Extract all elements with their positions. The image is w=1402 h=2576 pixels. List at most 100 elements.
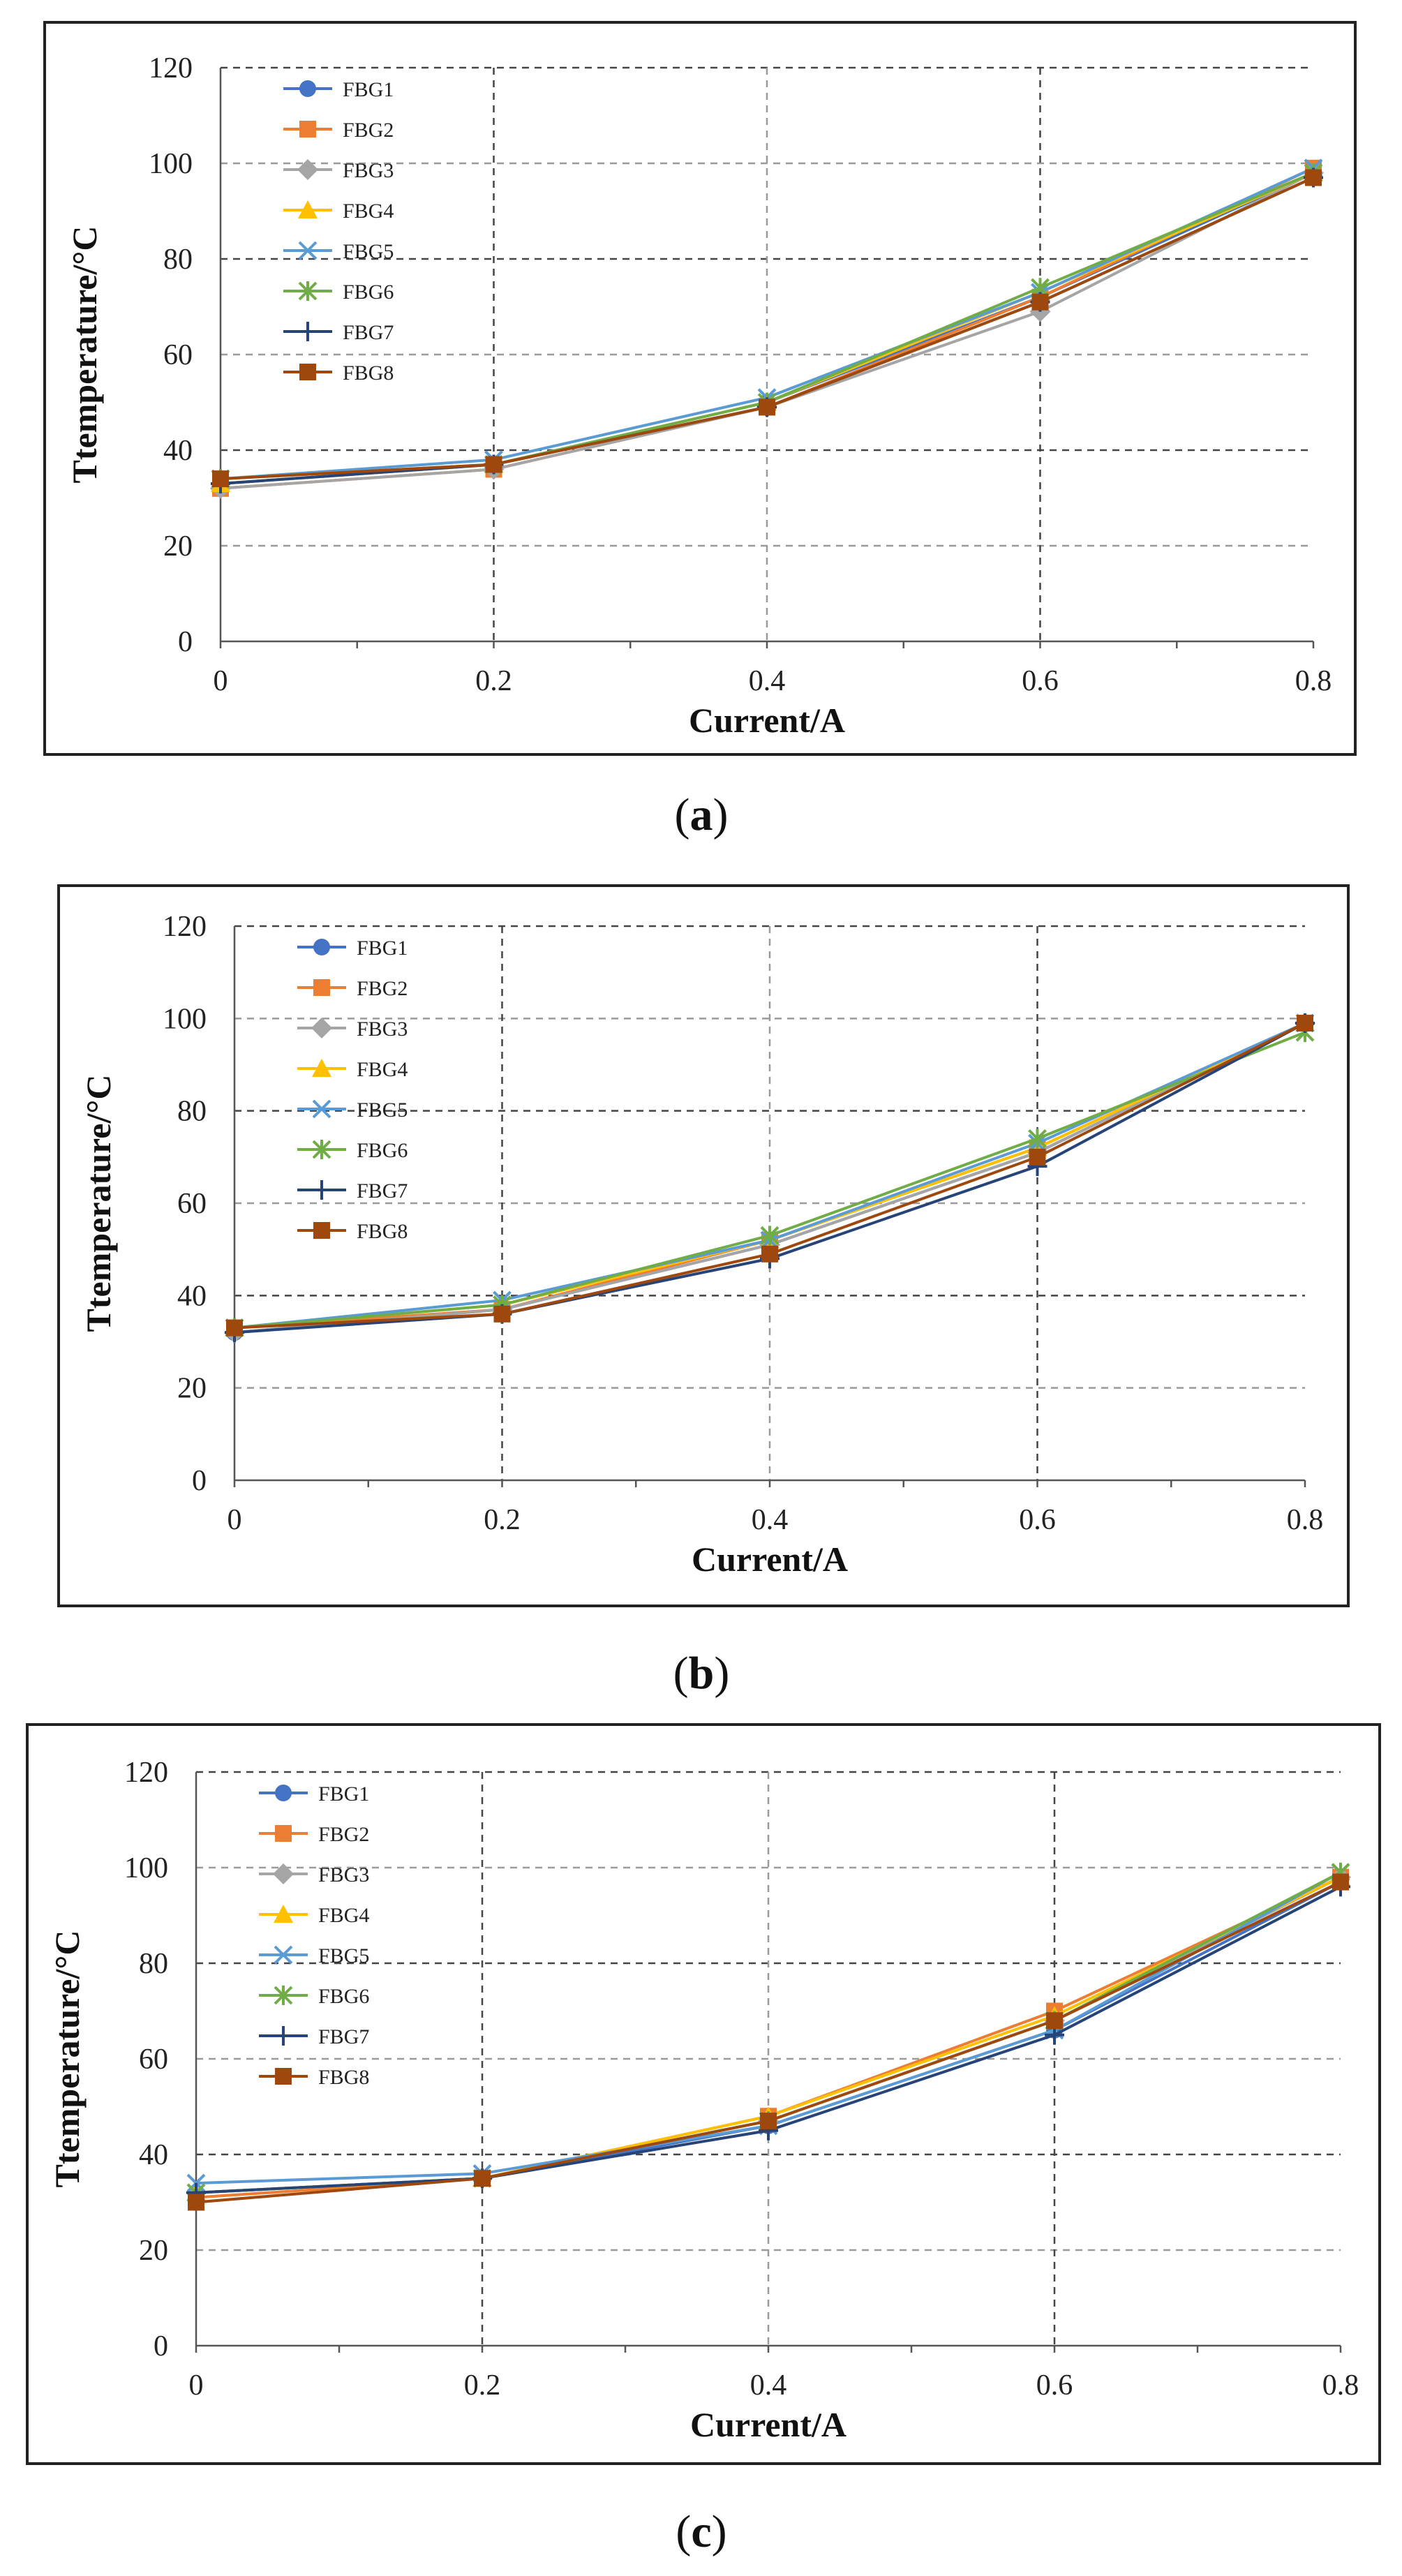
chart-c-x-tick-label: 0.8 xyxy=(1322,2369,1359,2402)
chart-a-legend-label-FBG1: FBG1 xyxy=(343,78,394,101)
chart-b-y-tick-label: 100 xyxy=(163,1003,207,1035)
chart-c-legend-label-FBG1: FBG1 xyxy=(318,1782,369,1806)
chart-a-grid xyxy=(221,66,1313,641)
chart-c-svg: 0 20 40 60 80 100 120 0 0.2 0.4 0.6 0.8 Current/A Tte… xyxy=(47,1757,1359,2444)
chart-c-legend-label-FBG5: FBG5 xyxy=(318,1944,369,1967)
chart-c-legend: FBG1 FBG2 FBG3 FBG4 FBG5 FBG6 FBG7 FBG8 xyxy=(259,1782,369,2089)
chart-a-legend-label-FBG2: FBG2 xyxy=(343,119,394,142)
chart-a-y-axis-title: Ttemperature/°C xyxy=(65,226,104,484)
chart-b-x-tick-label: 0.6 xyxy=(1019,1504,1056,1536)
chart-c-point-FBG8-2 xyxy=(760,2113,777,2130)
chart-c-legend-label-FBG3: FBG3 xyxy=(318,1863,369,1886)
chart-c-y-tick-label: 20 xyxy=(139,2235,168,2267)
chart-b-legend-label-FBG3: FBG3 xyxy=(357,1018,408,1041)
chart-a-legend-marker-FBG7 xyxy=(298,322,318,341)
chart-c-y-tick-label: 100 xyxy=(124,1852,168,1884)
chart-a-y-tick-label: 40 xyxy=(163,435,193,467)
chart-panel-b: 0 20 40 60 80 100 120 0 0.2 0.4 0.6 0.8 Current/A Tte… xyxy=(57,884,1350,1607)
chart-c-legend-label-FBG6: FBG6 xyxy=(318,1985,369,2008)
chart-a-legend-label-FBG3: FBG3 xyxy=(343,159,394,182)
chart-b-legend-label-FBG5: FBG5 xyxy=(357,1099,408,1122)
chart-c-grid xyxy=(196,1771,1341,2346)
chart-a-point-FBG8-0 xyxy=(212,470,229,488)
chart-a-point-FBG8-1 xyxy=(485,456,502,473)
chart-b-point-FBG8-0 xyxy=(226,1319,243,1337)
chart-a-x-tick-label: 0.6 xyxy=(1022,665,1059,697)
chart-b-x-tick-label: 0.4 xyxy=(752,1504,789,1536)
chart-c-x-tick-label: 0 xyxy=(189,2369,204,2402)
chart-a-legend-label-FBG7: FBG7 xyxy=(343,321,394,344)
chart-c-legend-marker-FBG8 xyxy=(275,2068,292,2085)
chart-c-legend-marker-FBG4 xyxy=(274,1905,293,1923)
chart-a-y-tick-label: 120 xyxy=(149,52,193,84)
chart-b-legend-label-FBG2: FBG2 xyxy=(357,977,408,1000)
chart-c-x-tick-label: 0.4 xyxy=(750,2369,787,2402)
chart-a-legend-label-FBG5: FBG5 xyxy=(343,240,394,263)
chart-b-legend-label-FBG7: FBG7 xyxy=(357,1179,408,1203)
chart-c-legend-label-FBG7: FBG7 xyxy=(318,2025,369,2048)
chart-a-point-FBG8-3 xyxy=(1031,293,1049,311)
chart-b-legend-label-FBG6: FBG6 xyxy=(357,1139,408,1162)
chart-b-legend-marker-FBG3 xyxy=(311,1018,332,1038)
chart-b-x-tick-label: 0.8 xyxy=(1287,1504,1324,1536)
chart-b-point-FBG8-4 xyxy=(1297,1014,1313,1032)
chart-a-point-FBG8-2 xyxy=(759,399,775,416)
chart-b-legend-marker-FBG5 xyxy=(312,1099,331,1119)
chart-a-legend-marker-FBG1 xyxy=(299,80,316,97)
chart-c-legend-label-FBG4: FBG4 xyxy=(318,1904,369,1927)
chart-a-series-FBG8 xyxy=(212,169,1322,488)
chart-b-legend-marker-FBG1 xyxy=(313,939,330,955)
chart-a-x-tick-label: 0.4 xyxy=(749,665,786,697)
chart-b-point-FBG6-2 xyxy=(760,1226,780,1246)
chart-b-svg: 0 20 40 60 80 100 120 0 0.2 0.4 0.6 0.8 Current/A Tte… xyxy=(79,911,1324,1579)
chart-a-legend-marker-FBG2 xyxy=(299,121,316,137)
chart-b-y-tick-label: 20 xyxy=(177,1373,207,1405)
caption-c: (c) xyxy=(676,2506,727,2557)
chart-b-x-tick-label: 0.2 xyxy=(484,1504,521,1536)
chart-a-x-tick-label: 0.8 xyxy=(1295,665,1332,697)
caption-a-letter: a xyxy=(689,789,713,840)
chart-c-series-FBG8 xyxy=(188,1873,1349,2211)
chart-panel-a: 0 20 40 60 80 100 120 0 0.2 0.4 0.6 0.8 Current/A Tte… xyxy=(43,21,1357,756)
caption-a: (a) xyxy=(674,789,729,840)
chart-c-point-FBG8-3 xyxy=(1046,2012,1063,2030)
chart-c-y-tick-label: 60 xyxy=(139,2043,168,2076)
chart-a-x-axis-title: Current/A xyxy=(689,701,845,740)
chart-b-point-FBG8-1 xyxy=(493,1305,511,1323)
chart-c-legend-label-FBG8: FBG8 xyxy=(318,2066,369,2089)
chart-c-y-axis-title: Ttemperature/°C xyxy=(47,1930,87,2188)
chart-panel-c: 0 20 40 60 80 100 120 0 0.2 0.4 0.6 0.8 Current/A Tte… xyxy=(26,1723,1381,2465)
chart-c-y-tick-label: 80 xyxy=(139,1948,168,1980)
caption-b: (b) xyxy=(673,1648,730,1699)
chart-b-legend-marker-FBG6 xyxy=(312,1140,331,1159)
chart-b-point-FBG6-3 xyxy=(1028,1129,1047,1149)
chart-c-legend-marker-FBG3 xyxy=(273,1863,294,1884)
caption-c-letter: c xyxy=(691,2506,712,2557)
chart-a-legend-marker-FBG5 xyxy=(298,241,318,260)
chart-c-legend-marker-FBG1 xyxy=(275,1785,292,1801)
chart-b-y-tick-label: 0 xyxy=(192,1465,207,1497)
chart-b-grid xyxy=(234,925,1305,1480)
chart-a-point-FBG8-4 xyxy=(1305,169,1322,186)
chart-a-y-tick-label: 100 xyxy=(149,148,193,180)
chart-b-y-axis-title: Ttemperature/°C xyxy=(79,1075,118,1332)
chart-a-legend-label-FBG4: FBG4 xyxy=(343,200,394,223)
chart-b-legend-marker-FBG8 xyxy=(313,1222,330,1239)
caption-b-letter: b xyxy=(688,1648,715,1699)
chart-a-y-tick-label: 20 xyxy=(163,530,193,563)
chart-b-series-FBG8 xyxy=(226,1014,1313,1337)
chart-c-x-tick-label: 0.6 xyxy=(1036,2369,1073,2402)
chart-b-y-tick-label: 120 xyxy=(163,911,207,943)
chart-a-legend-marker-FBG6 xyxy=(298,281,318,301)
chart-a-x-tick-label: 0.2 xyxy=(475,665,512,697)
chart-a-y-tick-label: 0 xyxy=(178,626,193,658)
chart-c-x-tick-label: 0.2 xyxy=(464,2369,501,2402)
chart-b-legend-marker-FBG2 xyxy=(313,979,330,996)
chart-a-y-tick-label: 60 xyxy=(163,339,193,371)
chart-b-y-tick-label: 60 xyxy=(177,1188,207,1220)
chart-c-y-tick-label: 0 xyxy=(154,2330,168,2362)
chart-c-legend-label-FBG2: FBG2 xyxy=(318,1823,369,1846)
chart-b-point-FBG8-3 xyxy=(1029,1148,1046,1166)
chart-b-x-axis-title: Current/A xyxy=(692,1540,848,1579)
chart-a-legend-label-FBG6: FBG6 xyxy=(343,281,394,304)
